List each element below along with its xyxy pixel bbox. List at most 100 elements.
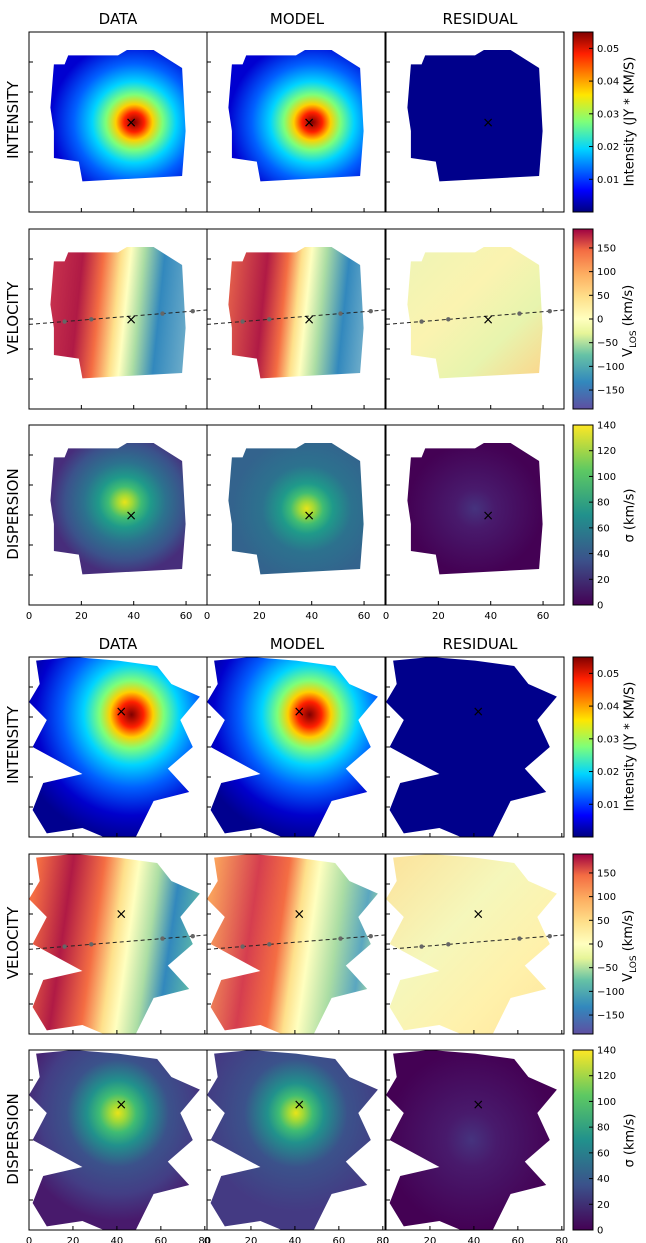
axis-point-b0r1c1-3 xyxy=(368,308,373,314)
axis-point-b1r1c2-2 xyxy=(517,936,522,941)
center-marker-b1r2c0: × xyxy=(115,1097,127,1113)
center-marker-b1r1c0: × xyxy=(115,906,127,922)
cb-tick-label-intensity-1-0: 0.01 xyxy=(597,800,619,811)
map-b0r1c2 xyxy=(407,247,543,379)
xtick-label-b1r2c1-2: 40 xyxy=(289,1236,302,1243)
map-b1r2c0 xyxy=(29,1050,200,1230)
center-marker-b1r0c0: × xyxy=(115,704,127,720)
cb-tick-label-intensity-0-2: 0.03 xyxy=(597,109,619,120)
cb-tick-label-dispersion-0-0: 0 xyxy=(597,601,603,612)
map-b1r0c1 xyxy=(207,657,378,837)
major-axis-line-b1r1c2 xyxy=(385,934,565,950)
xtick-label-b0r2c0-1: 20 xyxy=(75,611,88,622)
col-header-residual-top: RESIDUAL xyxy=(442,10,518,28)
cb-tick-label-velocity-0-3: 0 xyxy=(597,315,603,326)
center-marker-b0r1c1: × xyxy=(303,312,315,328)
axis-point-b0r1c2-0 xyxy=(419,319,424,324)
xtick-label-b1r2c0-0: 0 xyxy=(26,1236,32,1243)
map-b0r2c0 xyxy=(50,443,186,575)
axis-point-b1r1c1-3 xyxy=(368,933,373,939)
major-axis-line-b0r1c2 xyxy=(385,309,565,325)
cb-tick-label-intensity-0-4: 0.05 xyxy=(597,44,619,55)
xtick-label-b0r2c1-2: 40 xyxy=(305,611,318,622)
cb-tick-label-velocity-0-6: 150 xyxy=(597,243,616,254)
cb-tick-label-dispersion-1-2: 40 xyxy=(597,1174,610,1185)
center-marker-b0r2c2: × xyxy=(482,508,494,524)
cb-tick-label-intensity-0-0: 0.01 xyxy=(597,175,619,186)
row-label-dispersion-top: DISPERSION xyxy=(4,468,22,560)
xtick-label-b0r2c2-2: 40 xyxy=(484,611,497,622)
map-b0r1c0 xyxy=(50,247,186,379)
cb-tick-label-velocity-0-4: 50 xyxy=(597,291,610,302)
cb-tick-label-intensity-0-3: 0.04 xyxy=(597,77,619,88)
axis-point-b1r1c1-1 xyxy=(267,942,272,947)
cb-tick-label-velocity-0-2: −50 xyxy=(597,338,618,349)
center-marker-b1r2c2: × xyxy=(472,1097,484,1113)
vlos-sub: LOS xyxy=(628,330,639,348)
vlos-sub-2: LOS xyxy=(628,955,639,973)
center-marker-b1r2c1: × xyxy=(293,1097,305,1113)
row-label-dispersion-bottom: DISPERSION xyxy=(4,1093,22,1185)
cb-tick-label-dispersion-1-3: 60 xyxy=(597,1148,610,1159)
map-b0r1c1 xyxy=(228,247,364,379)
cb-tick-label-dispersion-0-7: 140 xyxy=(597,421,616,432)
cb-tick-label-dispersion-0-4: 80 xyxy=(597,498,610,509)
axis-point-b0r1c1-2 xyxy=(338,311,343,316)
colorbar-dispersion-0 xyxy=(572,424,594,606)
map-b1r1c1 xyxy=(207,854,378,1034)
map-b0r2c1 xyxy=(228,443,364,575)
xtick-label-b0r2c2-1: 20 xyxy=(432,611,445,622)
xtick-label-b1r2c1-0: 0 xyxy=(204,1236,210,1243)
center-marker-b0r0c2: × xyxy=(482,115,494,131)
axis-point-b0r1c2-2 xyxy=(517,311,522,316)
row-label-intensity-bottom: INTENSITY xyxy=(4,706,22,784)
cb-tick-label-dispersion-0-5: 100 xyxy=(597,472,616,483)
major-axis-line-b1r1c0 xyxy=(28,934,208,950)
cb-tick-label-dispersion-1-0: 0 xyxy=(597,1226,603,1237)
axis-point-b0r1c2-1 xyxy=(446,317,451,322)
cb-tick-label-intensity-1-3: 0.04 xyxy=(597,702,619,713)
cb-tick-label-velocity-0-0: −150 xyxy=(597,386,624,397)
map-b1r1c0 xyxy=(29,854,200,1034)
xtick-label-b1r2c0-1: 20 xyxy=(67,1236,80,1243)
axis-point-b1r1c2-1 xyxy=(446,942,451,947)
xtick-label-b1r2c2-1: 20 xyxy=(424,1236,437,1243)
cb-tick-label-intensity-0-1: 0.02 xyxy=(597,142,619,153)
center-marker-b0r0c0: × xyxy=(125,115,137,131)
cb-tick-label-velocity-1-1: −100 xyxy=(597,987,624,998)
colorbar-label-dispersion-bottom: σ (km/s) xyxy=(622,1113,638,1168)
vlos-unit-2: (km/s) xyxy=(621,909,637,956)
map-b1r0c2 xyxy=(386,657,557,837)
xtick-label-b1r2c0-3: 60 xyxy=(154,1236,167,1243)
xtick-label-b0r2c1-0: 0 xyxy=(204,611,210,622)
cb-tick-label-velocity-1-6: 150 xyxy=(597,868,616,879)
xtick-label-b1r2c2-3: 60 xyxy=(511,1236,524,1243)
map-b1r1c2 xyxy=(386,854,557,1034)
xtick-label-b1r2c1-4: 80 xyxy=(376,1236,389,1243)
col-header-data-top: DATA xyxy=(98,10,138,28)
map-b0r0c1 xyxy=(228,50,364,182)
colorbar-label-intensity-top: Intensity (JY * KM/S) xyxy=(622,56,638,187)
axis-point-b1r1c0-0 xyxy=(62,944,67,949)
cb-tick-label-velocity-0-5: 100 xyxy=(597,267,616,278)
axis-point-b1r1c0-1 xyxy=(89,942,94,947)
axis-point-b0r1c2-3 xyxy=(547,308,552,314)
cb-tick-label-velocity-1-4: 50 xyxy=(597,916,610,927)
xtick-label-b1r2c2-0: 0 xyxy=(383,1236,389,1243)
map-b0r2c2 xyxy=(407,443,543,575)
map-b1r2c1 xyxy=(207,1050,378,1230)
axis-point-b1r1c2-0 xyxy=(419,944,424,949)
axis-point-b0r1c1-0 xyxy=(240,319,245,324)
xtick-label-b1r2c0-4: 80 xyxy=(198,1236,211,1243)
cb-tick-label-intensity-1-4: 0.05 xyxy=(597,669,619,680)
cb-tick-label-dispersion-1-7: 140 xyxy=(597,1046,616,1057)
colorbar-dispersion-1 xyxy=(572,1049,594,1231)
axis-point-b1r1c0-3 xyxy=(190,933,195,939)
colorbar-label-velocity-bottom: VLOS (km/s) xyxy=(621,876,639,1016)
axis-point-b1r1c2-3 xyxy=(547,933,552,939)
center-marker-b0r0c1: × xyxy=(303,115,315,131)
col-header-model-top: MODEL xyxy=(269,10,325,28)
xtick-label-b1r2c2-2: 40 xyxy=(468,1236,481,1243)
axis-point-b1r1c1-2 xyxy=(338,936,343,941)
col-header-data-bottom: DATA xyxy=(98,635,138,653)
